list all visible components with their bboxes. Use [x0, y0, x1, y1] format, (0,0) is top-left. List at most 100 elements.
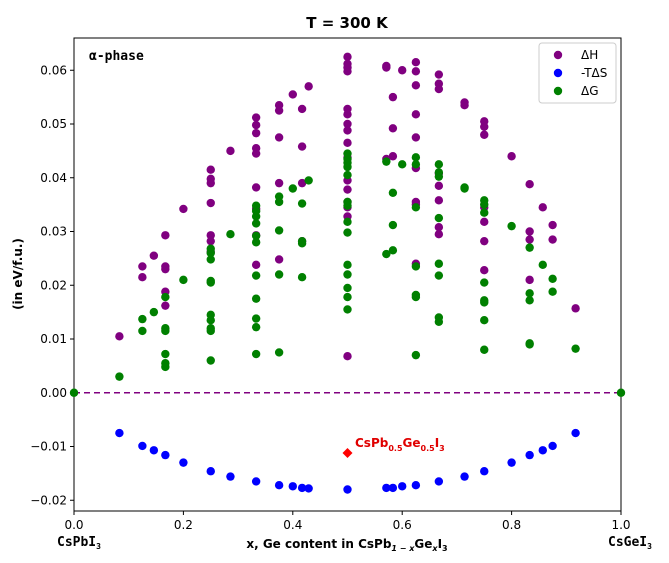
tds-point	[297, 483, 307, 493]
dg-point	[69, 388, 79, 397]
legend-marker-dh	[553, 50, 563, 60]
tds-point	[115, 428, 124, 438]
x-axis-label: x, Ge content in CsPb1 − xGexI3	[246, 537, 447, 553]
dg-point	[525, 289, 534, 298]
y-tick-label: 0.05	[40, 117, 67, 131]
dg-point	[388, 246, 398, 255]
highlight-label: CsPb0.5Ge0.5I3	[355, 436, 445, 453]
dg-point	[138, 326, 147, 336]
dg-point	[525, 340, 534, 349]
dh-point	[206, 165, 215, 174]
dg-point	[251, 238, 261, 247]
dg-point	[411, 292, 421, 302]
dg-point	[434, 317, 444, 326]
dg-point	[179, 275, 188, 285]
dg-point	[343, 201, 352, 210]
dg-point	[343, 228, 352, 237]
dh-point	[434, 229, 444, 239]
dh-point	[343, 138, 352, 148]
dh-point	[548, 235, 557, 244]
dg-point	[411, 203, 421, 212]
dg-point	[274, 348, 284, 357]
y-tick-label: 0.01	[40, 332, 67, 346]
tds-point	[460, 472, 469, 481]
dh-point	[251, 128, 261, 138]
dg-point	[507, 221, 516, 231]
dg-point	[206, 248, 215, 258]
dh-point	[274, 255, 284, 264]
dh-point	[480, 217, 489, 227]
y-tick-label: −0.02	[30, 493, 67, 507]
dh-point	[115, 332, 124, 341]
legend-marker-tds	[553, 68, 563, 78]
dh-point	[525, 180, 534, 189]
dh-point	[206, 236, 215, 246]
dh-point	[226, 146, 235, 156]
tds-point	[304, 484, 313, 493]
tds-point	[206, 467, 215, 476]
dg-point	[480, 315, 489, 325]
tds-point	[571, 428, 580, 438]
dh-point	[480, 266, 489, 275]
dh-point	[382, 63, 391, 72]
dh-point	[507, 152, 516, 161]
highlight-point	[342, 447, 353, 458]
dh-point	[460, 100, 469, 110]
tds-point	[382, 483, 391, 493]
tds-point	[480, 467, 489, 476]
phase-label: α-phase	[89, 49, 144, 64]
dg-point	[161, 326, 170, 336]
dg-point	[434, 172, 444, 181]
dg-point	[480, 208, 489, 217]
tds-point	[538, 446, 547, 455]
dg-point	[206, 326, 215, 336]
chart-title: T = 300 K	[306, 14, 389, 32]
dg-point	[571, 344, 580, 353]
dh-point	[149, 251, 159, 260]
dg-point	[251, 271, 261, 280]
dh-point	[411, 110, 421, 119]
dh-point	[480, 130, 489, 139]
dh-point	[343, 126, 352, 135]
dh-point	[297, 178, 307, 188]
tds-point	[251, 477, 261, 486]
dg-point	[388, 220, 398, 230]
tds-point	[548, 441, 557, 451]
tds-point	[274, 481, 284, 490]
dg-point	[548, 274, 557, 283]
tds-point	[179, 458, 188, 467]
tds-point	[149, 446, 159, 455]
dg-point	[251, 314, 261, 323]
y-tick-label: 0.03	[40, 225, 67, 239]
dg-point	[398, 160, 407, 169]
dg-point	[297, 199, 307, 208]
x-tick-label: 0.8	[502, 518, 521, 532]
dg-point	[411, 153, 421, 162]
dg-point	[251, 322, 261, 332]
dg-point	[297, 239, 307, 248]
dg-point	[411, 350, 421, 360]
dg-point	[274, 226, 284, 235]
dh-point	[161, 231, 170, 240]
dh-point	[388, 152, 398, 161]
dg-point	[226, 229, 235, 239]
dh-point	[411, 57, 421, 67]
dg-point	[206, 278, 215, 287]
dg-point	[343, 217, 352, 227]
legend-label-dh: ΔH	[581, 48, 598, 62]
y-tick-label: 0.06	[40, 63, 67, 77]
dh-point	[343, 119, 352, 129]
dh-point	[297, 104, 307, 114]
tds-point	[398, 482, 407, 491]
dg-point	[288, 184, 297, 193]
dh-point	[411, 81, 421, 90]
dg-point	[343, 270, 352, 279]
dh-point	[161, 301, 170, 310]
dg-point	[616, 388, 626, 397]
dg-point	[411, 160, 421, 169]
x-axis-ticks: 0.0 0.2 0.4 0.6 0.8 1.0	[64, 511, 631, 532]
dg-point	[434, 160, 444, 169]
dh-point	[343, 52, 352, 62]
dh-point	[538, 203, 547, 212]
